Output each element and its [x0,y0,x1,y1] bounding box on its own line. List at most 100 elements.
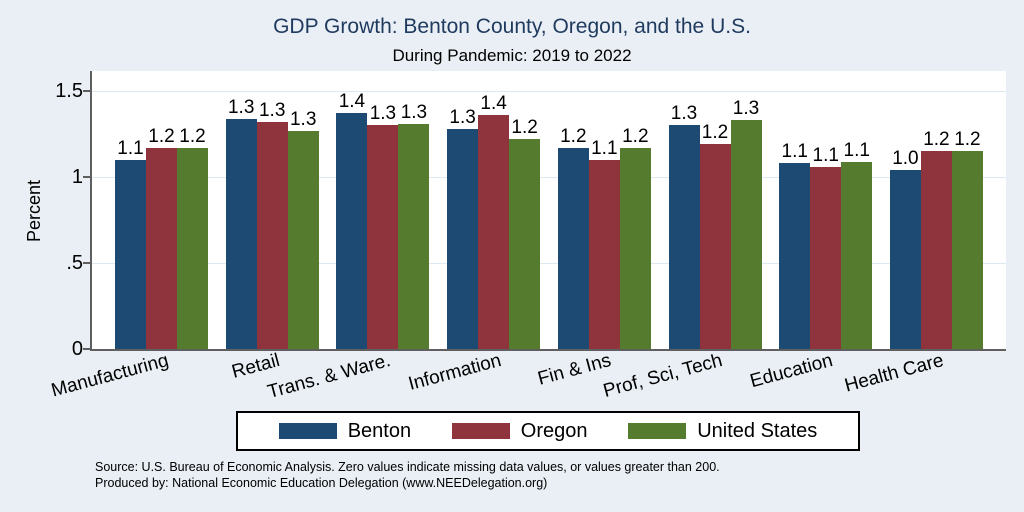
bar [889,170,921,349]
legend-item: United States [628,420,817,443]
x-tick-label: Health Care [842,350,946,397]
bar-slot: 1.3 [398,101,430,349]
chart-subtitle: During Pandemic: 2019 to 2022 [392,46,632,65]
source-note: Source: U.S. Bureau of Economic Analysis… [95,459,720,491]
bar-slot: 1.2 [699,122,731,349]
bar [146,147,177,349]
bar-value-label: 1.1 [117,137,144,159]
bar [730,120,762,349]
bar-value-label: 1.2 [560,125,587,147]
bar-group: 1.1 1.2 1.2 [115,125,208,349]
bar [810,166,842,349]
bar-value-label: 1.2 [622,125,649,147]
bar-slot: 1.2 [920,129,952,349]
bar-value-label: 1.2 [148,125,175,147]
legend-item: Oregon [451,419,588,443]
bar-slot: 1.1 [810,145,842,349]
legend: Benton Oregon United States [236,411,860,451]
plot-area: 1.1 1.2 1.2 1.3 1.3 1.3 1.4 1.3 1.3 1.3 1.4 1.2 1.2 1… [92,71,1006,349]
bar-value-label: 1.1 [781,141,808,163]
gridline [92,91,1006,92]
legend-swatch [451,423,510,439]
bar [588,159,620,349]
bar-slot: 1.2 [557,125,589,349]
bar [841,161,873,349]
bar-value-label: 1.2 [511,117,538,139]
bar [668,125,700,349]
bar-slot: 1.4 [336,91,368,349]
bar-slot: 1.4 [478,93,510,349]
bar-slot: 1.1 [588,138,620,349]
legend-item: Benton [278,419,412,443]
bar-value-label: 1.3 [400,101,428,123]
bar-slot: 1.3 [447,106,479,349]
bar-slot: 1.3 [256,99,288,349]
bar [115,159,146,349]
bar-value-label: 1.2 [701,122,729,144]
bar-slot: 1.2 [619,125,651,349]
chart-title: GDP Growth: Benton County, Oregon, and t… [273,15,751,38]
bar-value-label: 1.3 [289,108,317,130]
legend-swatch [278,423,337,439]
bar-slot: 1.1 [115,137,146,349]
bar-slot: 1.2 [509,117,541,349]
bar [256,121,288,349]
bar-slot: 1.3 [367,104,399,349]
bar-slot: 1.0 [889,148,921,349]
bar [557,147,589,349]
legend-label: Oregon [520,419,588,442]
bar-slot: 1.3 [730,98,762,349]
bar [225,118,257,349]
legend-label: Benton [347,419,412,442]
bar-group: 1.2 1.1 1.2 [557,125,651,349]
x-axis-line [90,349,1006,351]
y-tick-mark [83,90,90,92]
x-tick-label: Education [748,350,836,393]
bar [699,144,731,349]
gridline [92,177,1006,178]
bar [177,147,208,349]
bar [398,123,430,349]
legend-label: United States [697,419,818,442]
bar-slot: 1.2 [146,125,177,349]
bar-value-label: 1.4 [480,93,507,115]
bar-value-label: 1.0 [892,148,919,170]
bar-group: 1.3 1.4 1.2 [447,93,541,349]
bar-slot: 1.1 [779,141,811,349]
bar-value-label: 1.1 [843,139,870,161]
bar-value-label: 1.3 [227,96,255,118]
bar-slot: 1.2 [951,129,983,349]
bar-slot: 1.3 [287,108,319,349]
bar [367,125,399,349]
bar-group: 1.0 1.2 1.2 [889,129,983,349]
y-tick-label: 0 [71,338,83,360]
bar-value-label: 1.2 [954,129,981,151]
bar [287,130,319,349]
bar [336,113,368,349]
x-tick-label: Prof, Sci, Tech [601,350,725,402]
y-tick-mark [83,348,90,350]
y-tick-label: 1.5 [55,80,83,102]
bar-value-label: 1.3 [449,106,476,128]
bar-value-label: 1.2 [923,129,950,151]
bar-group: 1.1 1.1 1.1 [779,139,873,349]
y-tick-mark [83,262,90,264]
bar [478,115,510,349]
bar [509,139,541,349]
bar-group: 1.3 1.2 1.3 [668,98,762,349]
y-tick-mark [83,176,90,178]
bar-group: 1.3 1.3 1.3 [225,96,319,349]
y-tick-label: 1 [71,166,83,188]
producer-line: Produced by: National Economic Education… [95,476,548,490]
bar-slot: 1.1 [841,139,873,349]
bar-value-label: 1.3 [258,99,286,121]
bar [920,151,952,349]
y-axis-line [90,71,92,351]
source-line: Source: U.S. Bureau of Economic Analysis… [95,460,720,474]
x-tick-label: Trans. & Ware. [264,350,393,403]
bar-value-label: 1.3 [732,98,760,120]
bar-value-label: 1.4 [338,91,366,113]
bar-value-label: 1.3 [670,103,698,125]
gridline [92,263,1006,264]
bar-group: 1.4 1.3 1.3 [336,91,430,349]
